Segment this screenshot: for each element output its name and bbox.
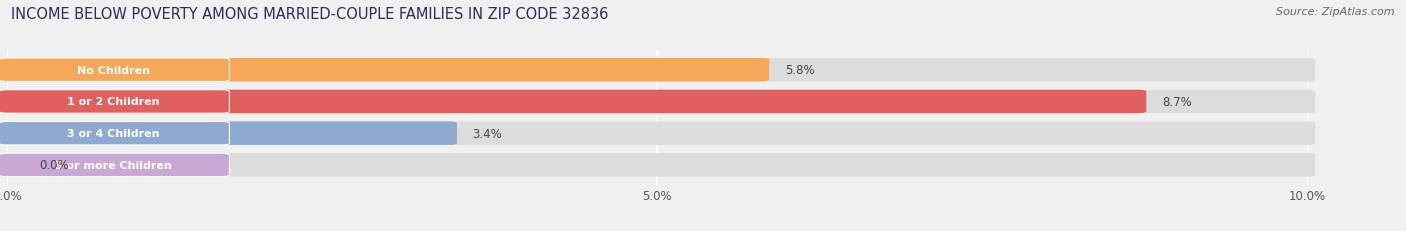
Text: 8.7%: 8.7% bbox=[1161, 96, 1192, 109]
FancyBboxPatch shape bbox=[0, 90, 1316, 114]
FancyBboxPatch shape bbox=[0, 90, 1146, 114]
FancyBboxPatch shape bbox=[0, 59, 769, 82]
Text: 5.8%: 5.8% bbox=[785, 64, 814, 77]
Text: 3.4%: 3.4% bbox=[472, 127, 502, 140]
Text: 3 or 4 Children: 3 or 4 Children bbox=[67, 129, 160, 139]
Text: 1 or 2 Children: 1 or 2 Children bbox=[67, 97, 160, 107]
Text: 5 or more Children: 5 or more Children bbox=[55, 160, 172, 170]
Text: No Children: No Children bbox=[77, 65, 150, 75]
Text: Source: ZipAtlas.com: Source: ZipAtlas.com bbox=[1277, 7, 1395, 17]
FancyBboxPatch shape bbox=[0, 59, 229, 82]
FancyBboxPatch shape bbox=[0, 154, 1316, 177]
FancyBboxPatch shape bbox=[0, 154, 229, 177]
FancyBboxPatch shape bbox=[0, 90, 229, 114]
Text: 0.0%: 0.0% bbox=[39, 159, 69, 172]
Text: INCOME BELOW POVERTY AMONG MARRIED-COUPLE FAMILIES IN ZIP CODE 32836: INCOME BELOW POVERTY AMONG MARRIED-COUPL… bbox=[11, 7, 609, 22]
FancyBboxPatch shape bbox=[0, 122, 229, 145]
FancyBboxPatch shape bbox=[0, 59, 1316, 82]
FancyBboxPatch shape bbox=[0, 122, 1316, 145]
FancyBboxPatch shape bbox=[0, 122, 457, 145]
